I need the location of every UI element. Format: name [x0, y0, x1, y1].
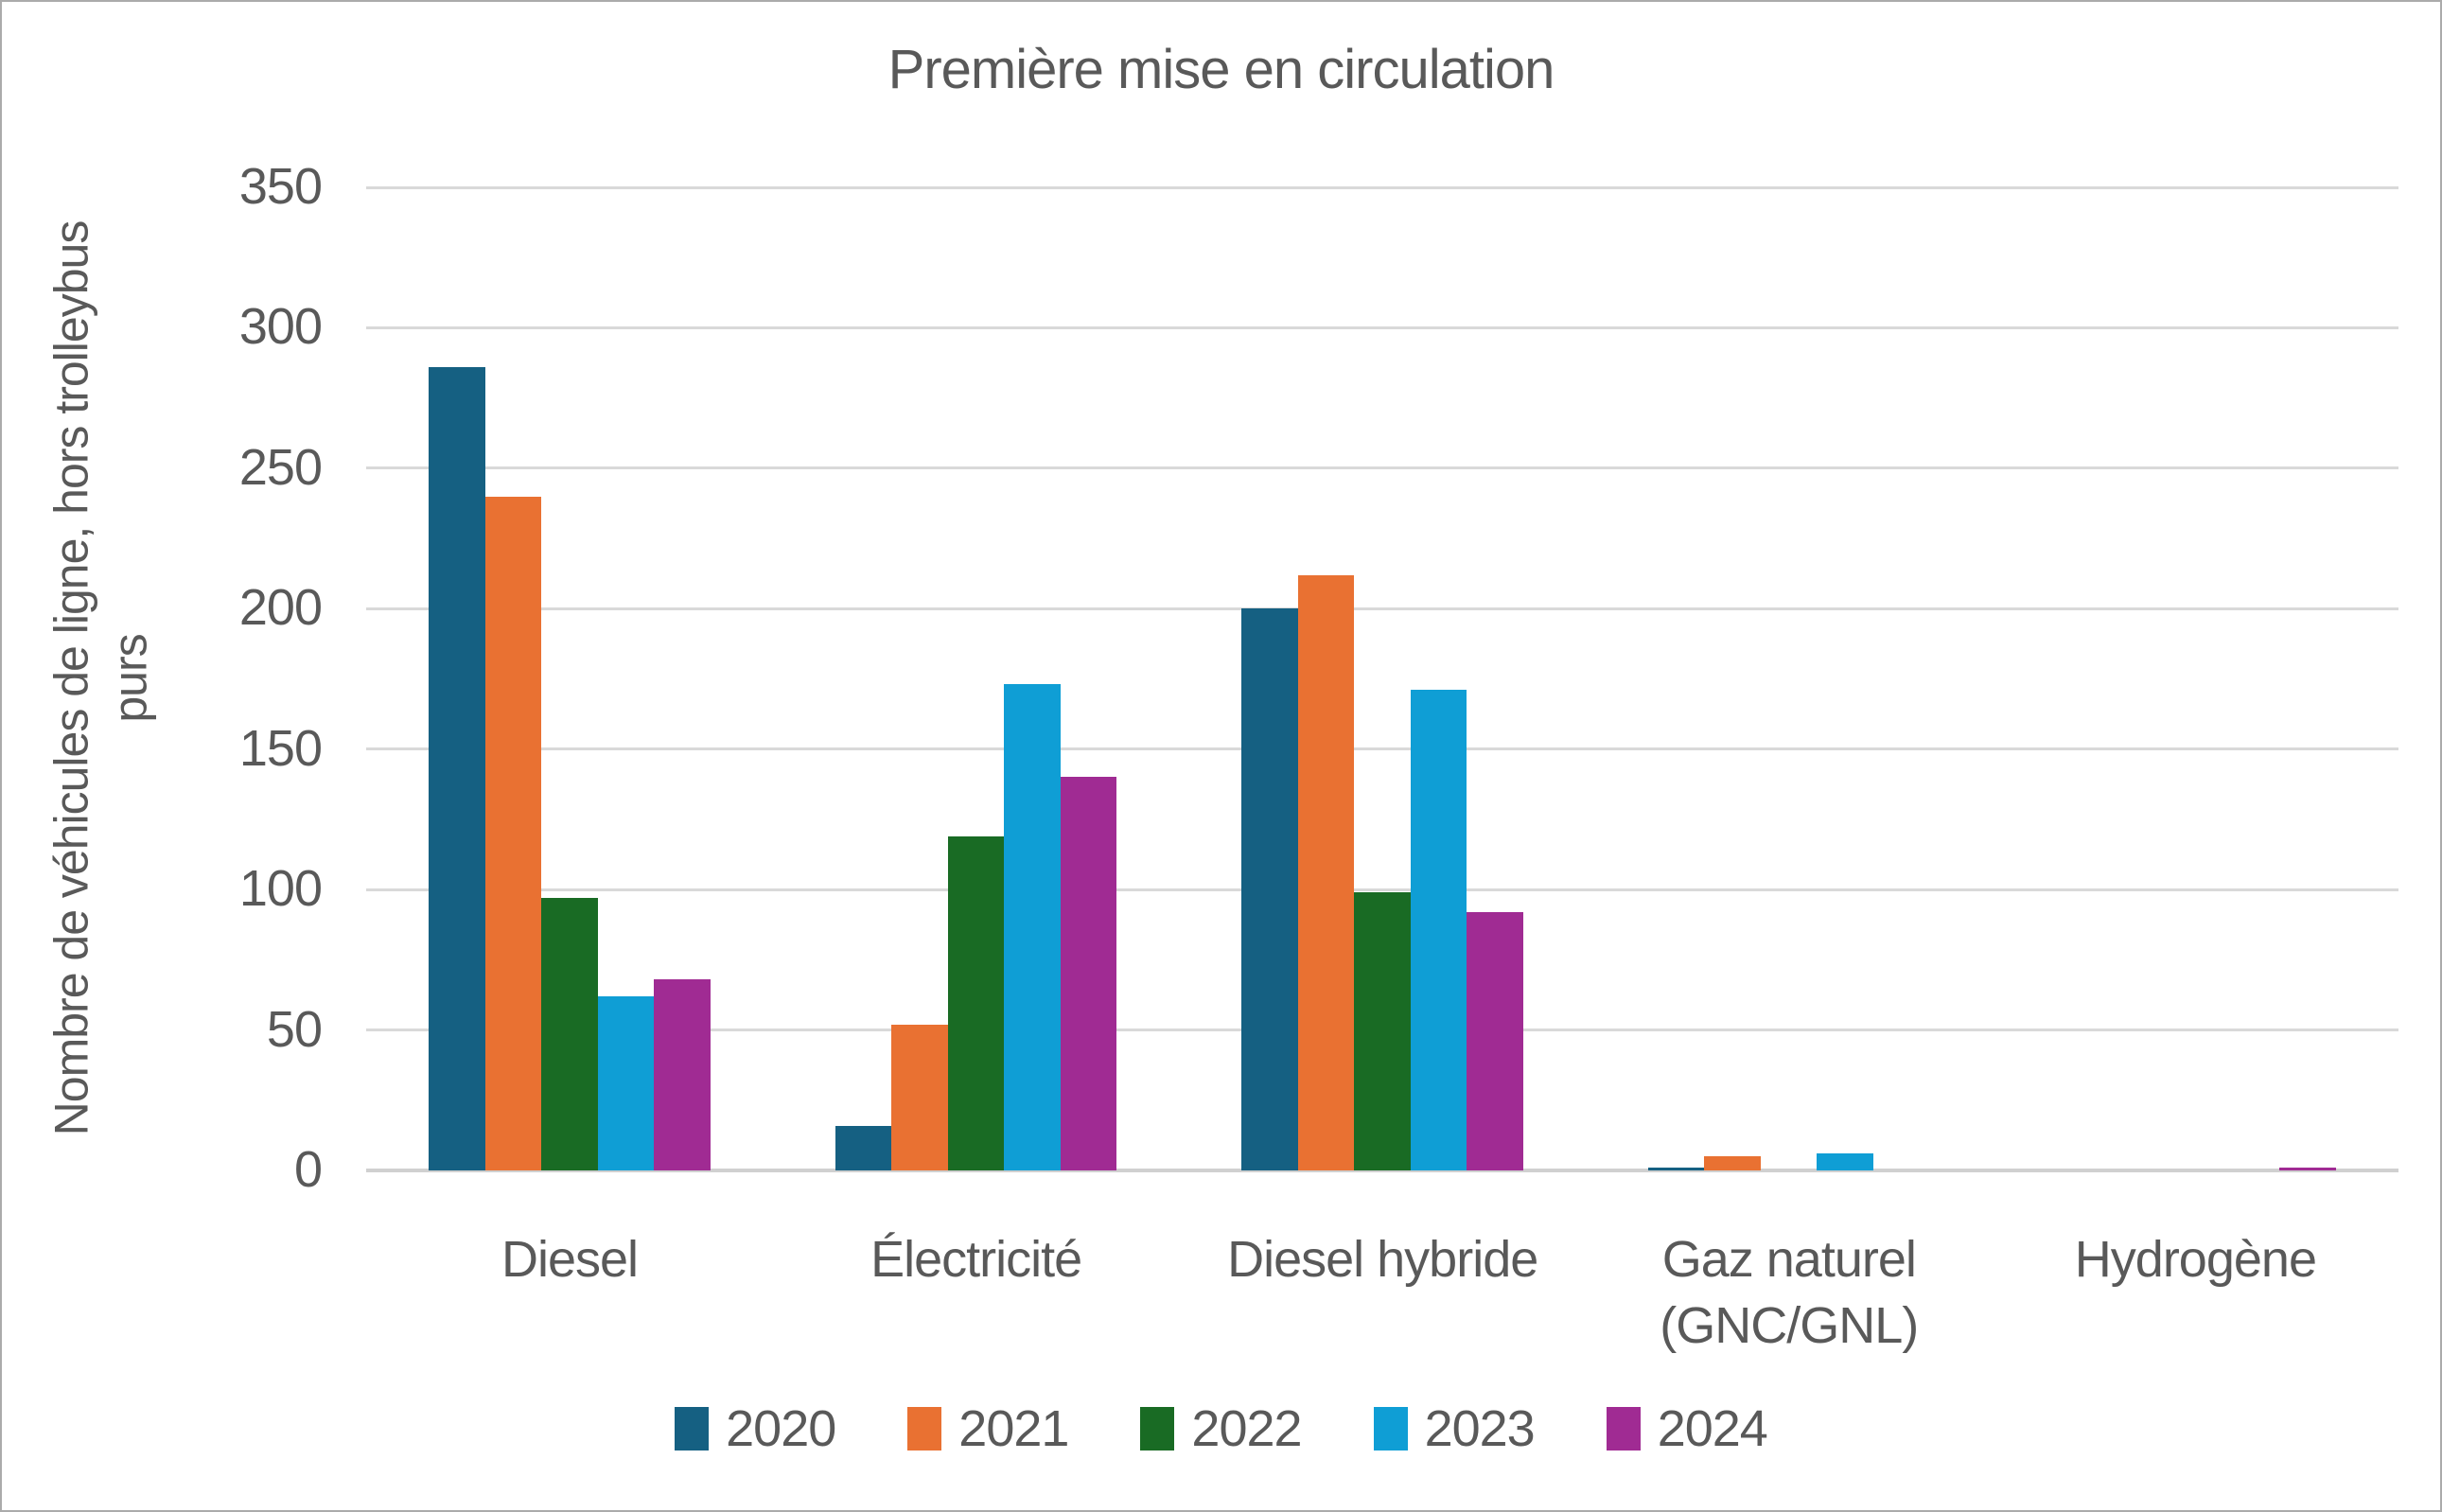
bar-2020-diesel [429, 367, 485, 1170]
bar-2024-diesel [654, 979, 711, 1170]
legend-item-2022: 2022 [1140, 1400, 1303, 1457]
bar-2021-gaz-naturel-gnc-gnl- [1704, 1156, 1761, 1170]
y-tick-label: 100 [238, 860, 323, 918]
x-category-label: Diesel [501, 1231, 639, 1288]
legend-item-2020: 2020 [675, 1400, 836, 1457]
bar-2020-diesel-hybride [1241, 608, 1298, 1170]
gridline [366, 325, 2398, 329]
gridline [366, 888, 2398, 891]
legend-item-2023: 2023 [1373, 1400, 1536, 1457]
legend-item-2024: 2024 [1606, 1400, 1768, 1457]
y-tick-label: 50 [266, 1000, 323, 1058]
legend-label: 2021 [958, 1400, 1069, 1457]
legend-swatch-icon [1373, 1407, 1408, 1450]
legend-label: 2022 [1191, 1400, 1302, 1457]
gridline [366, 747, 2398, 751]
y-tick-label: 200 [238, 579, 323, 637]
x-category-label: Diesel hybride [1227, 1231, 1538, 1288]
gridline [366, 466, 2398, 470]
bar-2023-diesel-hybride [1410, 690, 1467, 1170]
y-tick-label: 300 [238, 298, 323, 356]
legend-item-2021: 2021 [907, 1400, 1069, 1457]
gridline [366, 607, 2398, 610]
bar-2020-gaz-naturel-gnc-gnl- [1647, 1168, 1705, 1170]
legend-label: 2023 [1424, 1400, 1536, 1457]
bar-2020--lectricit- [834, 1125, 892, 1170]
bar-2021-diesel-hybride [1297, 574, 1355, 1170]
chart-title: Première mise en circulation [887, 39, 1555, 100]
bar-2021--lectricit- [891, 1024, 948, 1170]
legend-swatch-icon [1140, 1407, 1175, 1450]
y-tick-label: 350 [238, 158, 323, 215]
y-axis-title-line1: Nombre de véhicules de ligne, hors troll… [44, 220, 98, 1136]
bar-2021-diesel [484, 496, 542, 1170]
x-category-label: Gaz naturel (GNC/GNL) [1660, 1231, 1919, 1354]
bar-2023--lectricit- [1004, 684, 1061, 1170]
bar-2024--lectricit- [1060, 777, 1117, 1170]
legend-label: 2020 [726, 1400, 836, 1457]
y-tick-label: 250 [238, 438, 323, 496]
bar-2022-diesel [541, 898, 598, 1170]
legend-swatch-icon [907, 1407, 942, 1450]
legend: 2020 2021 2022 2023 2024 [0, 1400, 2442, 1457]
y-tick-label: 150 [238, 719, 323, 777]
y-tick-label: 0 [293, 1141, 323, 1198]
x-category-label: Électricité [870, 1231, 1082, 1288]
legend-label: 2024 [1657, 1400, 1768, 1457]
bar-2024-diesel-hybride [1467, 911, 1523, 1170]
legend-swatch-icon [675, 1407, 710, 1450]
x-category-label: Hydrogène [2074, 1231, 2317, 1288]
bar-2023-gaz-naturel-gnc-gnl- [1817, 1153, 1873, 1170]
legend-swatch-icon [1606, 1407, 1641, 1450]
plot-area [366, 185, 2398, 1172]
bar-2024-hydrog-ne [2279, 1168, 2336, 1170]
bar-2023-diesel [597, 995, 655, 1170]
x-axis-line [366, 1169, 2398, 1172]
gridline [366, 185, 2398, 189]
bar-2022--lectricit- [947, 835, 1005, 1170]
bar-2022-diesel-hybride [1354, 892, 1411, 1170]
